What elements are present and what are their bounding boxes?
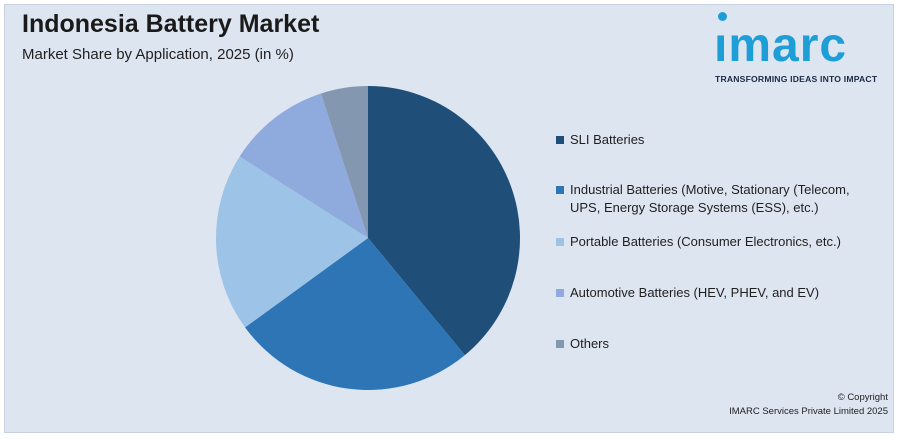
legend-swatch <box>556 186 564 194</box>
legend-item-4: Automotive Batteries (HEV, PHEV, and EV) <box>556 284 880 302</box>
copyright-line-1: © Copyright <box>837 392 888 403</box>
legend-label: SLI Batteries <box>570 132 645 147</box>
pie-slice-4 <box>239 93 368 238</box>
legend-item-2: Industrial Batteries (Motive, Stationary… <box>556 181 880 217</box>
pie-slice-2 <box>245 238 465 391</box>
logo-wordmark: ımarc <box>714 19 848 72</box>
legend-swatch <box>556 238 564 246</box>
pie-slice-5 <box>321 86 368 238</box>
copyright: © Copyright IMARC Services Private Limit… <box>729 391 888 419</box>
logo-dot-icon <box>718 12 727 21</box>
legend-item-1: SLI Batteries <box>556 131 880 149</box>
legend-label: Others <box>570 336 610 351</box>
legend-label: Automotive Batteries (HEV, PHEV, and EV) <box>570 285 820 300</box>
logo-tagline: TRANSFORMING IDEAS INTO IMPACT <box>715 74 878 84</box>
legend-swatch <box>556 289 564 297</box>
legend-item-5: Others <box>556 335 880 353</box>
legend-item-3: Portable Batteries (Consumer Electronics… <box>556 233 880 251</box>
pie-slice-1 <box>368 86 521 356</box>
imarc-logo: ımarc TRANSFORMING IDEAS INTO IMPACT <box>712 8 884 88</box>
copyright-line-2: IMARC Services Private Limited 2025 <box>729 406 888 417</box>
legend-swatch <box>556 136 564 144</box>
chart-title: Indonesia Battery Market <box>22 10 320 38</box>
chart-subtitle: Market Share by Application, 2025 (in %) <box>22 46 294 63</box>
legend-swatch <box>556 340 564 348</box>
legend-label: Industrial Batteries (Motive, Stationary… <box>570 182 850 215</box>
legend-label: Portable Batteries (Consumer Electronics… <box>570 234 841 249</box>
pie-slice-3 <box>215 156 368 328</box>
